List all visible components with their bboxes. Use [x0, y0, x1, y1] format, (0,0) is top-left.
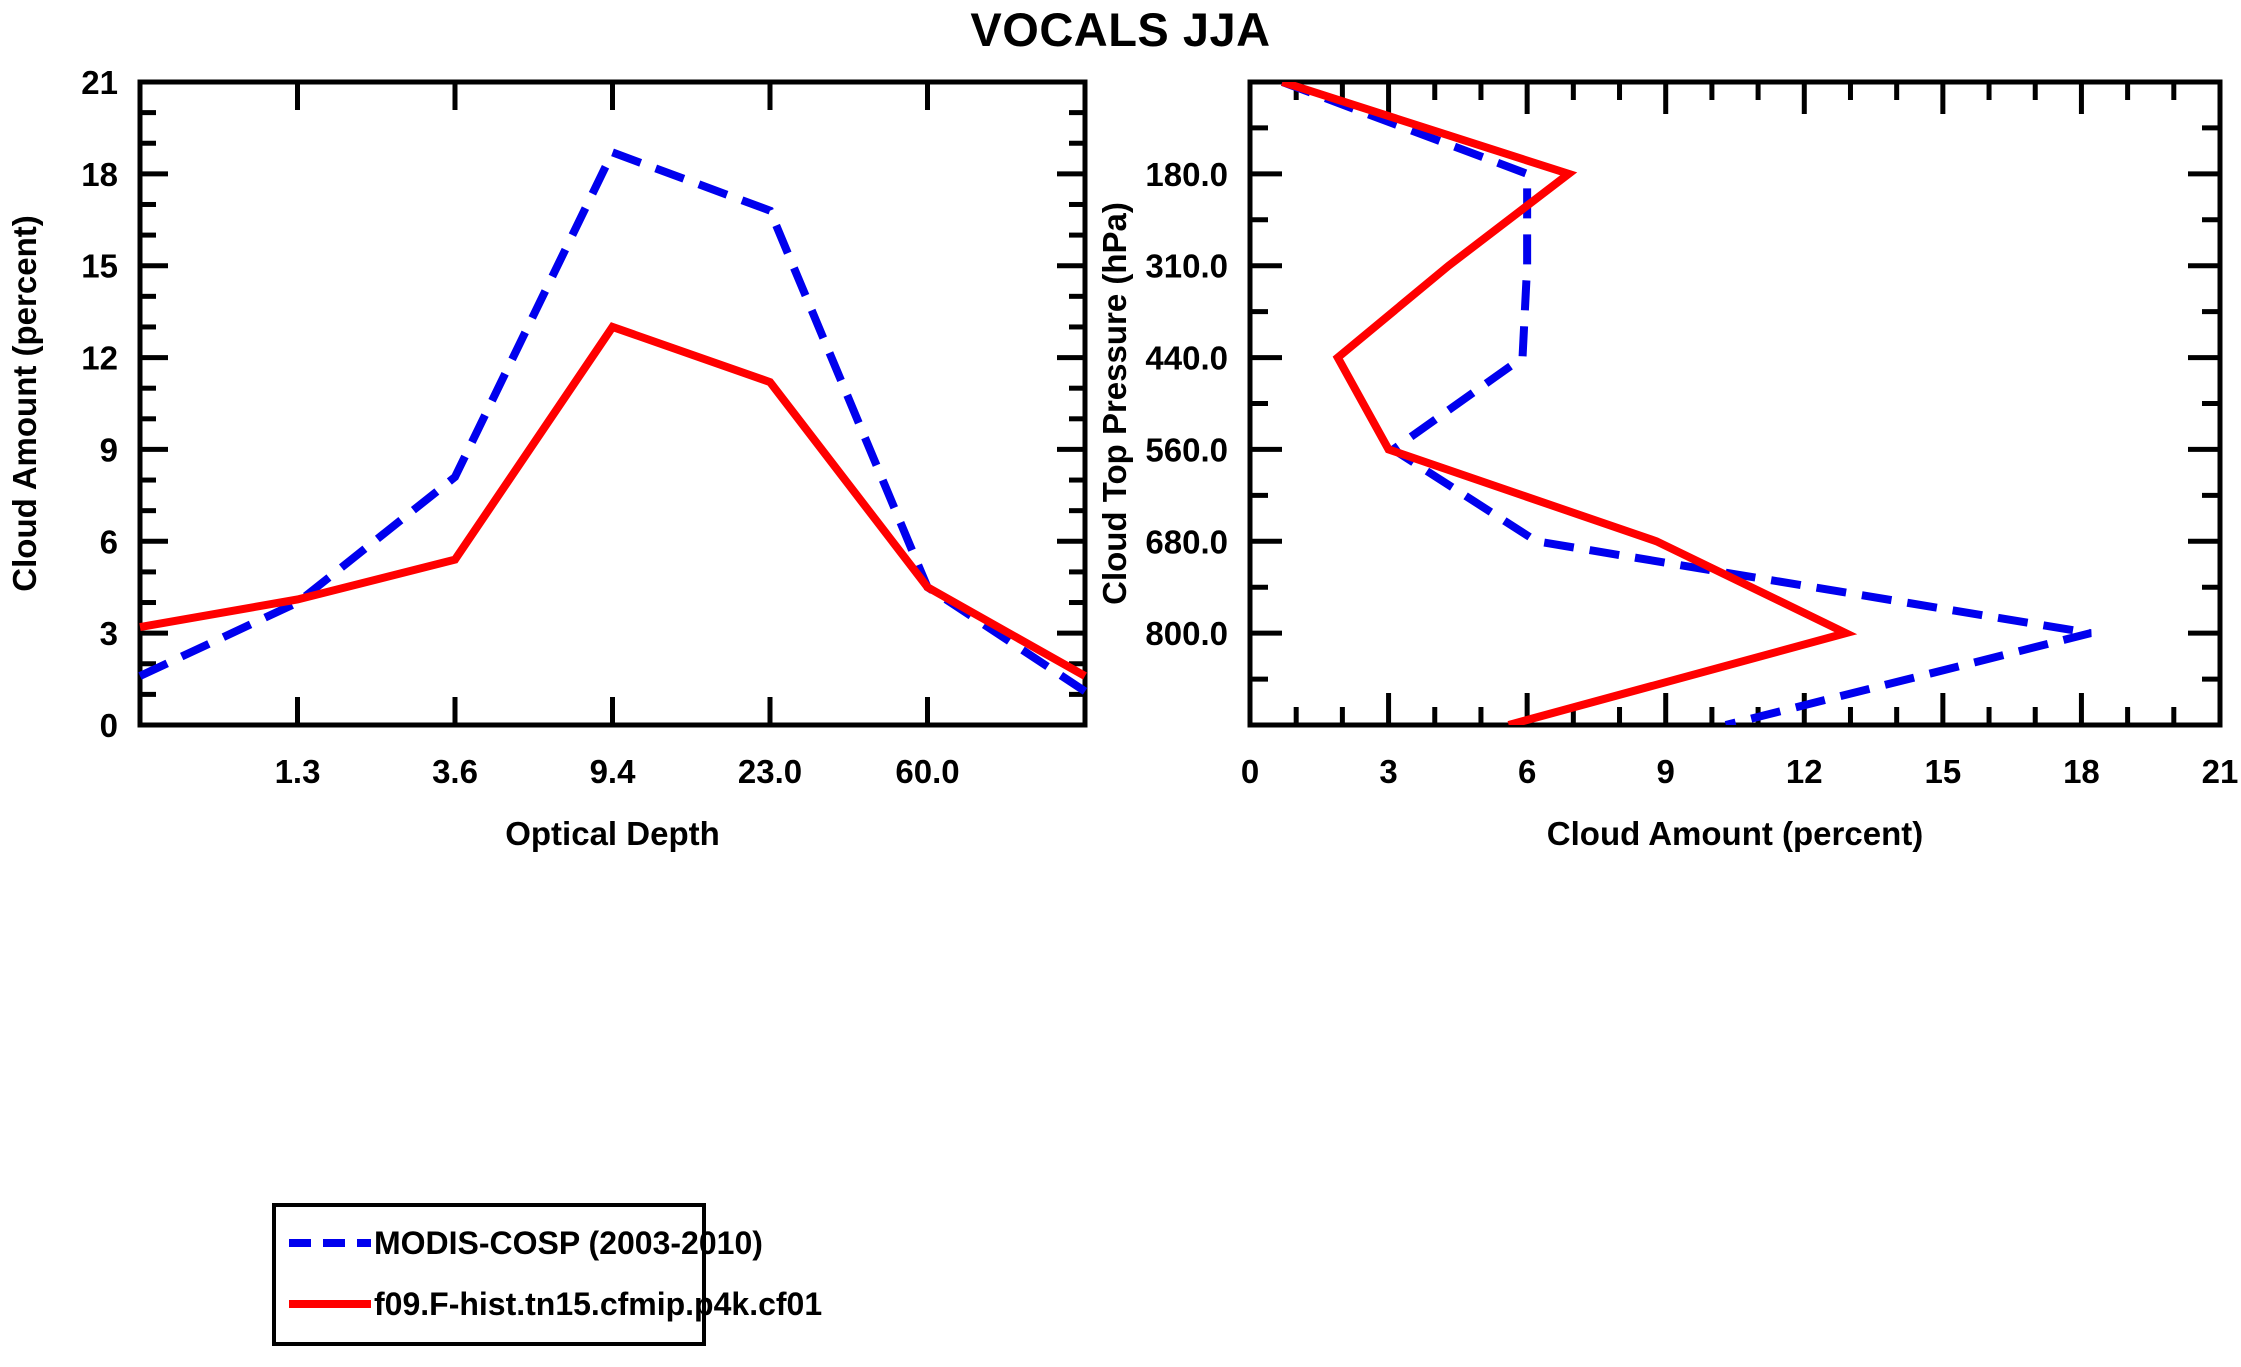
right-x-tick-label: 21 — [2202, 753, 2239, 790]
left-series-observation — [138, 147, 1088, 695]
left-y-tick-label: 6 — [100, 523, 118, 560]
legend-line-dashed-icon — [289, 1239, 371, 1247]
left-y-tick-label: 15 — [81, 248, 118, 285]
legend: MODIS-COSP (2003-2010) f09.F-hist.tn15.c… — [272, 1203, 822, 1346]
left-panel-y-axis-label: Cloud Amount (percent) — [6, 215, 43, 591]
left-y-tick-label: 21 — [81, 64, 118, 101]
right-panel-svg: 0 3 6 9 12 15 18 21 180.0 310.0 440.0 560.0 680.0 800… — [1096, 79, 2238, 852]
left-x-tick-label: 23.0 — [738, 753, 802, 790]
left-panel-frame — [137, 79, 1088, 728]
right-series-model — [1281, 82, 1858, 725]
right-y-tick-label: 560.0 — [1145, 431, 1228, 468]
right-panel-curves — [1280, 82, 2092, 725]
right-x-tick-label: 9 — [1657, 753, 1675, 790]
left-y-tick-label: 3 — [100, 615, 118, 652]
legend-entry-observation: MODIS-COSP (2003-2010) — [276, 1218, 763, 1268]
left-series-model — [139, 322, 1087, 680]
right-x-tick-label: 12 — [1786, 753, 1823, 790]
left-y-tick-label: 0 — [100, 707, 118, 744]
legend-swatch-observation — [288, 1230, 372, 1256]
left-panel-tick-labels: 0 3 6 9 12 15 18 21 1.3 3.6 9.4 23.0 60.0 — [81, 64, 959, 790]
right-panel: 0 3 6 9 12 15 18 21 180.0 310.0 440.0 560.0 680.0 800… — [1060, 60, 2241, 1240]
right-x-tick-label: 15 — [1924, 753, 1961, 790]
left-y-tick-label: 18 — [81, 156, 118, 193]
right-y-tick-label: 440.0 — [1145, 340, 1228, 377]
left-x-tick-label: 9.4 — [590, 753, 637, 790]
page-title: VOCALS JJA — [970, 3, 1271, 56]
left-x-tick-label: 1.3 — [275, 753, 321, 790]
right-x-tick-label: 0 — [1241, 753, 1259, 790]
left-x-tick-label: 60.0 — [895, 753, 959, 790]
left-panel-axes — [137, 79, 1088, 728]
left-panel-x-axis-label: Optical Depth — [505, 815, 720, 852]
right-y-tick-label: 310.0 — [1145, 248, 1228, 285]
left-panel: 0 3 6 9 12 15 18 21 1.3 3.6 9.4 23.0 60.0 Optical De… — [0, 60, 1120, 1240]
legend-label-observation: MODIS-COSP (2003-2010) — [374, 1225, 763, 1261]
right-y-tick-label: 680.0 — [1145, 523, 1228, 560]
left-panel-svg: 0 3 6 9 12 15 18 21 1.3 3.6 9.4 23.0 60.0 Optical De… — [6, 64, 1088, 852]
legend-label-model: f09.F-hist.tn15.cfmip.p4k.cf01 — [374, 1286, 823, 1322]
right-panel-tick-labels: 0 3 6 9 12 15 18 21 180.0 310.0 440.0 560.0 680.0 800… — [1145, 156, 2238, 790]
left-x-tick-label: 3.6 — [432, 753, 478, 790]
legend-swatch-model — [288, 1291, 372, 1317]
right-x-tick-label: 18 — [2063, 753, 2100, 790]
right-x-tick-label: 6 — [1518, 753, 1536, 790]
legend-entry-model: f09.F-hist.tn15.cfmip.p4k.cf01 — [276, 1279, 822, 1329]
right-x-tick-label: 3 — [1379, 753, 1397, 790]
legend-line-solid-icon — [289, 1300, 371, 1308]
right-panel-y-axis-label: Cloud Top Pressure (hPa) — [1096, 202, 1133, 605]
left-y-tick-label: 12 — [81, 340, 118, 377]
left-panel-curves — [138, 147, 1088, 695]
right-panel-frame — [1247, 79, 2223, 728]
right-series-observation — [1280, 82, 2092, 725]
right-panel-axes — [1247, 79, 2223, 728]
right-y-tick-label: 800.0 — [1145, 615, 1228, 652]
left-y-tick-label: 9 — [100, 431, 118, 468]
right-y-tick-label: 180.0 — [1145, 156, 1228, 193]
right-panel-x-axis-label: Cloud Amount (percent) — [1547, 815, 1923, 852]
right-curves-clipgroup — [1280, 82, 2092, 725]
